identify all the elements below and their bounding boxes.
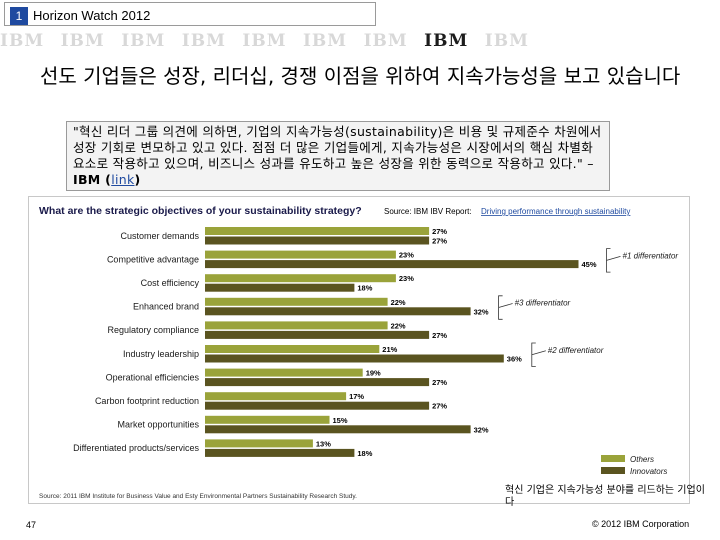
- quote-paragraph: "혁신 리더 그룹 의견에 의하면, 기업의 지속가능성(sustainabil…: [73, 124, 603, 188]
- category-label: Industry leadership: [123, 349, 199, 359]
- data-label: 22%: [391, 298, 406, 307]
- ibm-logo: IBM: [60, 31, 105, 51]
- data-label: 15%: [333, 416, 348, 425]
- ibm-logo: IBM: [242, 31, 287, 51]
- annotation-bracket: [606, 248, 611, 273]
- chart-source-link: Driving performance through sustainabili…: [481, 207, 630, 216]
- ibm-logo: IBM: [181, 31, 226, 51]
- bar-others: [205, 392, 347, 401]
- annotation-label: #3 differentiator: [515, 299, 571, 308]
- data-label: 36%: [507, 355, 522, 364]
- chart-title: What are the strategic objectives of you…: [39, 205, 362, 217]
- category-label: Regulatory compliance: [107, 325, 199, 335]
- annotation-leader: [531, 350, 546, 356]
- slide-headline: 선도 기업들은 성장, 리더십, 경쟁 이점을 위하여 지속가능성을 보고 있습…: [40, 64, 681, 88]
- header-title: Horizon Watch 2012: [33, 8, 151, 23]
- bar-chart: What are the strategic objectives of you…: [39, 205, 679, 500]
- quote-source: IBM: [73, 172, 101, 187]
- header-title-bar: 1 Horizon Watch 2012: [4, 2, 376, 26]
- data-label: 18%: [357, 449, 372, 458]
- data-label: 32%: [474, 425, 489, 434]
- logo-strip: IBM IBM IBM IBM IBM IBM IBM IBM IBM: [0, 28, 720, 54]
- bar-innovators: [205, 354, 504, 363]
- data-label: 45%: [582, 260, 597, 269]
- annotation-leader: [606, 255, 621, 261]
- chart-source-label: Source: IBM IBV Report:: [384, 207, 472, 216]
- ibm-logo: IBM: [121, 31, 166, 51]
- category-label: Customer demands: [120, 231, 199, 241]
- copyright: © 2012 IBM Corporation: [592, 519, 690, 529]
- slide-header: 1 Horizon Watch 2012 IBM IBM IBM IBM IBM…: [0, 0, 720, 60]
- legend-label-others: Others: [630, 455, 654, 464]
- quote-link[interactable]: link: [111, 172, 135, 187]
- bar-others: [205, 250, 396, 259]
- annotation-label: #2 differentiator: [548, 346, 604, 355]
- page-number: 47: [26, 520, 37, 530]
- legend-swatch-innovators: [601, 467, 625, 474]
- category-label: Operational efficiencies: [106, 372, 200, 382]
- data-label: 13%: [316, 439, 331, 448]
- category-label: Cost efficiency: [141, 278, 200, 288]
- data-label: 27%: [432, 227, 447, 236]
- bar-innovators: [205, 307, 471, 316]
- chart-note: 혁신 기업은 지속가능성 분야를 리드하는 기업이다: [505, 485, 705, 508]
- ibm-logo-dark: IBM: [424, 31, 469, 51]
- chart-footnote: Source: 2011 IBM Institute for Business …: [39, 493, 357, 500]
- data-label: 27%: [432, 402, 447, 411]
- bar-innovators: [205, 425, 471, 434]
- bar-others: [205, 415, 330, 424]
- ibm-logo: IBM: [484, 31, 529, 51]
- ibm-logo: IBM: [302, 31, 348, 51]
- data-label: 17%: [349, 392, 364, 401]
- data-label: 23%: [399, 251, 414, 260]
- quote-text: "혁신 리더 그룹 의견에 의하면, 기업의 지속가능성(sustainabil…: [73, 124, 602, 171]
- slide-number-badge: 1: [10, 7, 28, 25]
- ibm-logo: IBM: [363, 31, 408, 51]
- bar-innovators: [205, 378, 430, 387]
- bar-innovators: [205, 236, 430, 245]
- bar-others: [205, 321, 388, 330]
- chart-frame: What are the strategic objectives of you…: [28, 196, 690, 504]
- bar-innovators: [205, 260, 579, 269]
- bar-others: [205, 297, 388, 306]
- data-label: 21%: [382, 345, 397, 354]
- quote-link-open: (: [100, 172, 112, 187]
- legend-swatch-others: [601, 455, 625, 462]
- data-label: 18%: [357, 284, 372, 293]
- legend-label-innovators: Innovators: [630, 467, 667, 476]
- bar-others: [205, 439, 313, 448]
- bar-innovators: [205, 448, 355, 457]
- data-label: 27%: [432, 378, 447, 387]
- bar-others: [205, 368, 363, 377]
- annotation-label: #1 differentiator: [623, 251, 679, 260]
- data-label: 19%: [366, 369, 381, 378]
- category-label: Differentiated products/services: [73, 443, 199, 453]
- bar-innovators: [205, 330, 430, 339]
- category-label: Enhanced brand: [133, 302, 199, 312]
- bar-others: [205, 345, 380, 353]
- bar-others: [205, 227, 430, 235]
- bar-others: [205, 274, 396, 283]
- data-label: 27%: [432, 331, 447, 340]
- data-label: 22%: [391, 321, 406, 330]
- data-label: 32%: [474, 307, 489, 316]
- annotation-leader: [498, 303, 513, 308]
- quote-link-close: ): [134, 172, 141, 187]
- bar-innovators: [205, 283, 355, 292]
- ibm-logo: IBM: [0, 31, 45, 51]
- data-label: 27%: [432, 237, 447, 246]
- data-label: 23%: [399, 274, 414, 283]
- category-label: Competitive advantage: [107, 254, 199, 264]
- category-label: Carbon footprint reduction: [95, 396, 199, 406]
- category-label: Market opportunities: [117, 420, 199, 430]
- quote-box: "혁신 리더 그룹 의견에 의하면, 기업의 지속가능성(sustainabil…: [66, 121, 610, 191]
- bar-innovators: [205, 401, 430, 410]
